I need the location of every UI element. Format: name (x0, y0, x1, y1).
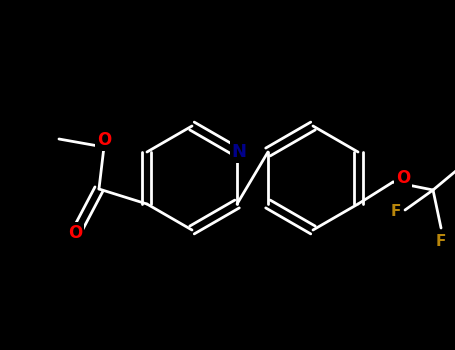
Text: O: O (396, 169, 410, 187)
Text: O: O (68, 224, 82, 242)
Text: F: F (436, 234, 446, 249)
Text: O: O (97, 131, 111, 149)
Text: N: N (232, 143, 247, 161)
Text: F: F (391, 204, 401, 219)
